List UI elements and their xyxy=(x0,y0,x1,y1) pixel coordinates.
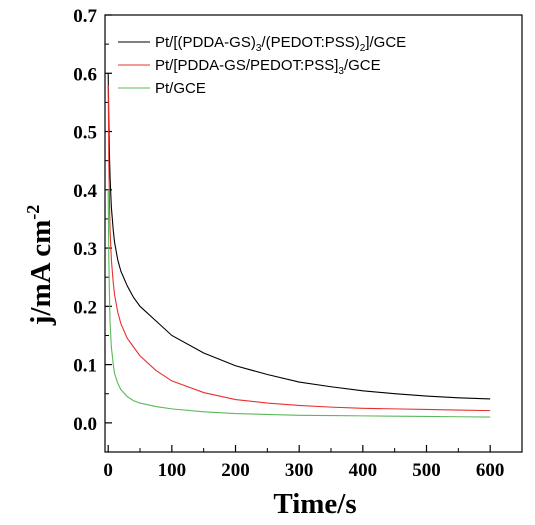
y-tick-label: 0.5 xyxy=(73,123,97,144)
x-tick-label: 600 xyxy=(476,460,505,481)
legend-label-1: Pt/[(PDDA-GS)3/(PEDOT:PSS)2]/GCE xyxy=(155,34,406,54)
x-tick-label: 400 xyxy=(349,460,378,481)
y-axis-title: j/mA cm-2 xyxy=(23,205,57,327)
legend-label-2: Pt/[PDDA-GS/PEDOT:PSS]3/GCE xyxy=(155,57,381,77)
series-layer xyxy=(107,73,491,418)
plot-area-frame xyxy=(104,14,523,453)
y-tick-label: 0.7 xyxy=(73,6,97,27)
x-tick-label: 500 xyxy=(412,460,441,481)
y-tick-label: 0.3 xyxy=(73,239,97,260)
y-tick-label: 0.4 xyxy=(73,181,97,202)
series-line-3 xyxy=(107,189,491,418)
y-tick-label: 0.6 xyxy=(73,64,97,85)
legend-label-3: Pt/GCE xyxy=(155,80,206,97)
legend-entry-3: Pt/GCE xyxy=(118,80,206,97)
x-axis-title: Time/s xyxy=(273,488,356,520)
y-tick-label: 0.2 xyxy=(73,297,97,318)
legend: Pt/[(PDDA-GS)3/(PEDOT:PSS)2]/GCE Pt/[PDD… xyxy=(118,34,406,97)
y-tick-label: 0.0 xyxy=(73,414,97,435)
axis-ticks: 0 100 200 300 400 500 600 0.0 0.1 0.2 0.3 0.4 0.5 0.6… xyxy=(73,6,504,481)
series-line-1 xyxy=(107,73,491,400)
x-tick-label: 0 xyxy=(103,460,113,481)
legend-entry-2: Pt/[PDDA-GS/PEDOT:PSS]3/GCE xyxy=(118,57,381,77)
x-tick-label: 300 xyxy=(285,460,314,481)
y-tick-label: 0.1 xyxy=(73,356,97,377)
series-line-2 xyxy=(107,84,491,412)
x-tick-label: 100 xyxy=(158,460,187,481)
legend-entry-1: Pt/[(PDDA-GS)3/(PEDOT:PSS)2]/GCE xyxy=(118,34,406,54)
x-tick-label: 200 xyxy=(221,460,250,481)
